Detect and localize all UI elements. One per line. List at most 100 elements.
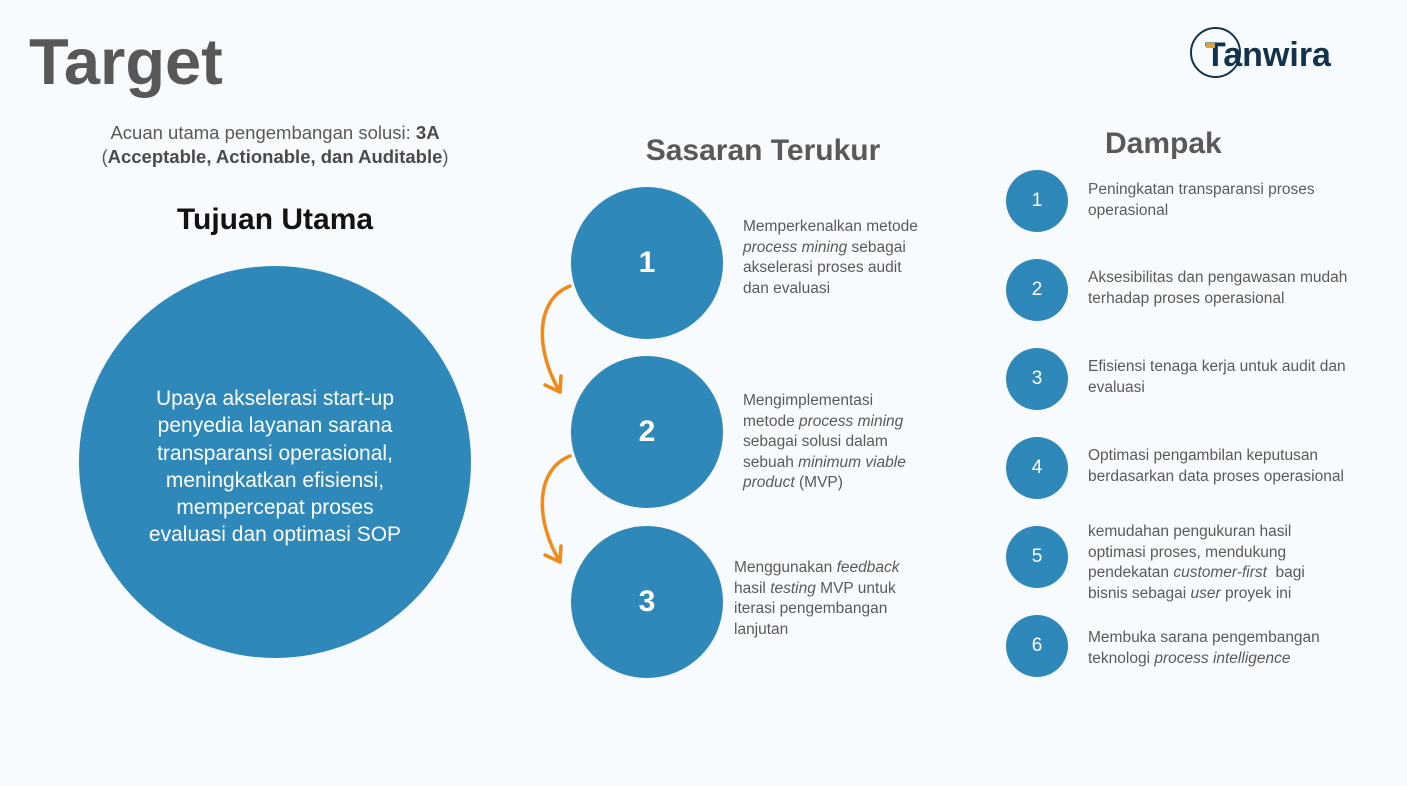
text-segment: Mengimplementasi: [743, 392, 874, 409]
dampak-circle-6: 6: [1006, 615, 1068, 677]
dampak-number: 1: [1031, 190, 1043, 211]
logo-accent-mark: [1205, 42, 1215, 48]
italic-text: user: [1190, 584, 1221, 602]
sasaran-description-3-line: iterasi pengembangan: [734, 599, 899, 620]
text-segment: lanjutan: [734, 620, 789, 638]
text-segment: Optimasi pengambilan keputusan: [1088, 447, 1319, 464]
text-segment: terhadap proses operasional: [1088, 289, 1285, 307]
sasaran-description-1-line: process mining sebagai: [743, 238, 918, 259]
italic-text: process mining: [799, 412, 904, 430]
intro-subtitle-line: Acuan utama pengembangan solusi: 3A: [25, 121, 525, 145]
dampak-description-5-line: bisnis sebagai user proyek ini: [1088, 584, 1305, 605]
dampak-description-2-line: Aksesibilitas dan pengawasan mudah: [1088, 268, 1347, 289]
text-segment: iterasi pengembangan: [734, 600, 888, 618]
sasaran-circle-2: 2: [571, 356, 723, 508]
sasaran-description-1-line: akselerasi proses audit: [743, 258, 918, 279]
text-segment: Memperkenalkan metode: [743, 218, 918, 235]
dampak-circle-1: 1: [1006, 170, 1068, 232]
sasaran-number: 3: [638, 585, 656, 618]
dampak-description-2: Aksesibilitas dan pengawasan mudah terhad…: [1088, 268, 1347, 309]
dampak-circle-2: 2: [1006, 259, 1068, 321]
italic-text: product: [743, 474, 795, 492]
text-segment: Efisiensi tenaga kerja untuk audit dan: [1088, 358, 1346, 375]
text-segment: berdasarkan data proses operasional: [1088, 467, 1344, 485]
flow-arrow-2-head: [543, 544, 563, 564]
italic-text: minimum viable: [798, 453, 906, 471]
sasaran-description-3-line: hasil testing MVP untuk: [734, 579, 899, 600]
flow-arrow-1-shaft: [540, 284, 572, 394]
sasaran-description-2: Mengimplementasi metode process mining seb…: [743, 391, 906, 494]
sasaran-heading: Sasaran Terukur: [645, 134, 881, 167]
text-segment: optimasi proses, mendukung: [1088, 543, 1287, 561]
italic-text: customer-first: [1173, 564, 1267, 582]
dampak-circle-3: 3: [1006, 348, 1068, 410]
tujuan-circle: Upaya akselerasi start-up penyedia layana…: [79, 266, 471, 658]
text-segment: Peningkatan transparansi proses: [1088, 181, 1315, 198]
sasaran-circle-1: 1: [571, 187, 723, 339]
dampak-description-4-line: Optimasi pengambilan keputusan: [1088, 446, 1344, 467]
dampak-circle-5: 5: [1006, 526, 1068, 588]
tujuan-text-line: penyedia layanan sarana: [157, 414, 393, 438]
dampak-description-1: Peningkatan transparansi proses operasion…: [1088, 180, 1315, 221]
dampak-description-4-line: berdasarkan data proses operasional: [1088, 467, 1344, 488]
sasaran-number: 2: [638, 415, 656, 448]
tujuan-text-line: mempercepat proses: [176, 496, 374, 520]
tujuan-text-line: evaluasi dan optimasi SOP: [148, 523, 402, 547]
dampak-description-4: Optimasi pengambilan keputusan berdasarka…: [1088, 446, 1344, 487]
tanwira-logo: Tanwira: [1188, 24, 1340, 84]
dampak-number: 5: [1031, 546, 1043, 567]
text-segment: teknologi: [1088, 649, 1155, 667]
sasaran-description-1-line: Memperkenalkan metode: [743, 217, 918, 238]
italic-text: feedback: [836, 559, 900, 576]
text-segment: Aksesibilitas dan pengawasan mudah: [1088, 269, 1348, 286]
dampak-description-5-line: kemudahan pengukuran hasil: [1088, 522, 1305, 543]
sasaran-description-3-line: lanjutan: [734, 620, 899, 641]
sasaran-description-2-line: metode process mining: [743, 412, 906, 433]
sasaran-description-2-line: sebagai solusi dalam: [743, 432, 906, 453]
tujuan-heading: Tujuan Utama: [176, 203, 374, 236]
bold-text: Acceptable, Actionable, dan Auditable: [107, 146, 443, 167]
sasaran-description-1-line: dan evaluasi: [743, 279, 918, 300]
logo-ring-icon: [1190, 27, 1241, 78]
tujuan-text-line: Upaya akselerasi start-up: [155, 387, 395, 410]
sasaran-description-3-line: Menggunakan feedback: [734, 558, 899, 579]
flow-arrow-1-head: [543, 374, 563, 394]
dampak-description-1-line: Peningkatan transparansi proses: [1088, 180, 1315, 201]
text-segment: Menggunakan: [734, 559, 837, 576]
dampak-description-5-line: optimasi proses, mendukung: [1088, 543, 1305, 564]
dampak-description-5-line: pendekatan customer-first bagi: [1088, 563, 1305, 584]
dampak-number: 3: [1031, 368, 1043, 389]
sasaran-number: 1: [638, 246, 656, 279]
text-segment: bisnis sebagai: [1088, 584, 1191, 602]
text-segment: MVP untuk: [815, 579, 896, 597]
text-segment: hasil: [734, 579, 771, 597]
text-segment: sebagai: [847, 238, 906, 256]
sasaran-description-2-line: product (MVP): [743, 473, 906, 494]
text-segment: bagi: [1266, 564, 1305, 582]
text-segment: metode: [743, 412, 800, 430]
text-segment: sebagai solusi dalam: [743, 433, 888, 451]
dampak-description-3-line: evaluasi: [1088, 378, 1346, 399]
tujuan-text-line: meningkatkan efisiensi,: [165, 468, 385, 492]
text-segment: sebuah: [743, 453, 799, 471]
sasaran-description-2-line: sebuah minimum viable: [743, 453, 906, 474]
tujuan-text: Upaya akselerasi start-up penyedia layana…: [79, 385, 471, 549]
sasaran-description-2-line: Mengimplementasi: [743, 391, 906, 412]
sasaran-description-3: Menggunakan feedback hasil testing MVP un…: [734, 558, 899, 640]
dampak-description-3-line: Efisiensi tenaga kerja untuk audit dan: [1088, 357, 1346, 378]
sasaran-description-1: Memperkenalkan metode process mining seba…: [743, 217, 918, 299]
text-segment: ): [442, 146, 449, 167]
page-title: Target: [29, 25, 223, 98]
dampak-description-2-line: terhadap proses operasional: [1088, 289, 1347, 310]
italic-text: process intelligence: [1154, 649, 1291, 667]
dampak-description-6-line: teknologi process intelligence: [1088, 649, 1320, 670]
text-segment: evaluasi: [1088, 378, 1145, 396]
dampak-description-1-line: operasional: [1088, 201, 1315, 222]
curved-down-arrow-icon: [540, 284, 572, 394]
italic-text: process mining: [743, 238, 848, 256]
text-segment: kemudahan pengukuran hasil: [1088, 523, 1292, 540]
dampak-number: 4: [1031, 457, 1043, 478]
logo-text: Tanwira: [1205, 36, 1331, 74]
text-segment: (: [101, 146, 108, 167]
dampak-number: 6: [1031, 635, 1043, 656]
